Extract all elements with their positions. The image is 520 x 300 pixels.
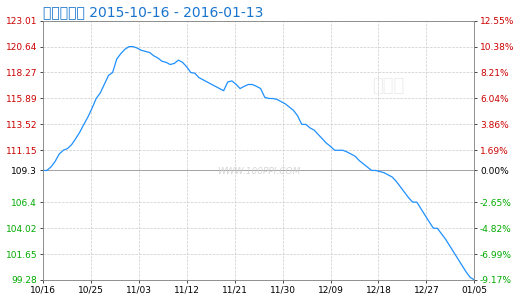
Text: WWW.100PPI.COM: WWW.100PPI.COM bbox=[217, 167, 300, 176]
Text: 双氧水指数 2015-10-16 - 2016-01-13: 双氧水指数 2015-10-16 - 2016-01-13 bbox=[43, 6, 263, 20]
Text: 生意社: 生意社 bbox=[372, 76, 404, 94]
